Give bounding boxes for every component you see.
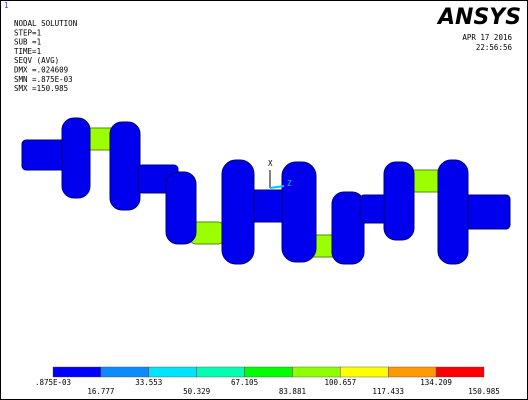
info-line: TIME=1	[14, 47, 41, 56]
legend-label: 67.105	[231, 378, 258, 387]
legend-label: 33.553	[135, 378, 162, 387]
legend-band	[100, 366, 149, 378]
window-number: 1	[4, 1, 9, 10]
legend-label: 100.657	[325, 378, 357, 387]
legend-band	[292, 366, 341, 378]
legend-band	[340, 366, 389, 378]
time: 22:56:56	[476, 43, 513, 52]
axis-triad: X Z	[268, 159, 292, 189]
legend-label: 50.329	[183, 387, 210, 396]
info-line: STEP=1	[14, 28, 41, 37]
info-line: NODAL SOLUTION	[14, 19, 77, 28]
logo: ANSYS	[436, 5, 521, 30]
legend-label: 83.881	[279, 387, 306, 396]
legend-label: 150.985	[468, 387, 500, 396]
triad-x: X	[268, 159, 273, 168]
legend-band	[435, 366, 485, 378]
info-line: SMN =.875E-03	[14, 75, 73, 84]
legend-band	[52, 366, 102, 378]
legend-label: 117.433	[372, 387, 404, 396]
crankshaft-model	[21, 117, 511, 265]
legend-band	[196, 366, 245, 378]
legend-label: 134.209	[420, 378, 452, 387]
legend-band	[244, 366, 293, 378]
legend-label: 16.777	[87, 387, 114, 396]
legend-band	[148, 366, 197, 378]
info-line: SEQV (AVG)	[14, 56, 59, 65]
info-line: SUB =1	[14, 38, 41, 47]
date: APR 17 2016	[462, 33, 512, 42]
legend-band	[388, 366, 437, 378]
triad-z: Z	[287, 179, 292, 188]
legend-label: .875E-03	[35, 378, 71, 387]
info-line: SMX =150.985	[14, 84, 68, 93]
contour-legend: .875E-03 16.777 33.553 50.329 67.105 83.881 10…	[35, 366, 500, 396]
info-line: DMX =.024609	[14, 66, 68, 75]
